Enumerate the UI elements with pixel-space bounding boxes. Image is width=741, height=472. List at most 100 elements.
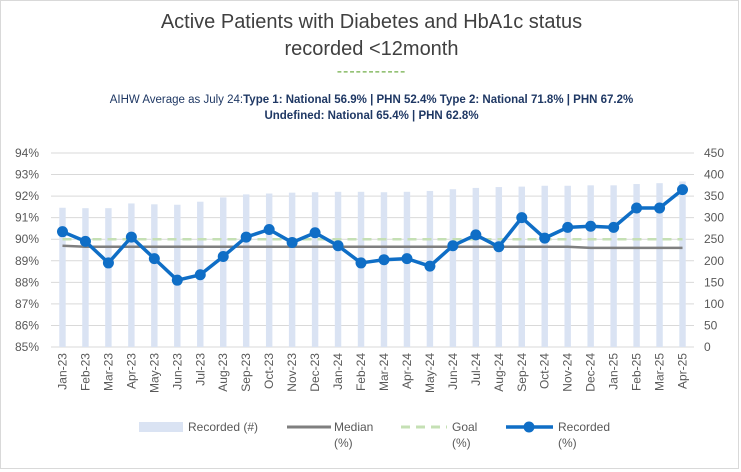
x-axis-tick-label: Sep-24 [515,353,529,392]
x-axis-tick-label: Feb-23 [78,353,92,391]
x-axis-tick-label: Dec-24 [584,353,598,392]
point-recorded-percent [401,253,413,265]
aihw-note-line-1: AIHW Average as July 24:Type 1: National… [1,94,741,106]
x-axis-tick-label: Jan-24 [331,353,345,390]
point-recorded-percent [148,253,160,265]
legend-swatch-recorded-count [139,422,183,432]
x-axis-tick-label: Apr-25 [676,353,690,389]
bar-recorded-count [105,208,112,347]
x-axis-tick-label: Oct-23 [262,353,276,389]
point-recorded-percent [56,226,68,238]
bar-recorded-count [541,185,548,347]
legend-swatch-recorded-percent-marker [523,421,535,433]
left-axis-tick-label: 89% [15,254,39,268]
x-axis-tick-label: Apr-24 [400,353,414,389]
left-axis-tick-label: 92% [15,189,39,203]
x-axis-tick-label: Mar-24 [377,353,391,391]
point-recorded-percent [585,220,597,232]
bar-recorded-count [380,192,388,347]
point-recorded-percent [217,250,229,262]
legend-label-goal: Goal [452,420,477,434]
legend-label-median: Median [334,420,373,434]
point-recorded-percent [447,240,459,252]
x-axis-tick-label: Jan-25 [607,353,621,390]
title-divider: ----------- [336,63,407,80]
point-recorded-percent [263,224,275,236]
x-axis-tick-label: Mar-23 [101,353,115,391]
legend-label-recorded-percent-unit: (%) [558,436,577,450]
bar-recorded-count [495,187,503,347]
point-recorded-percent [171,274,183,286]
left-axis-tick-label: 90% [15,232,39,246]
right-axis-tick-label: 150 [704,275,724,289]
point-recorded-percent [516,212,528,224]
x-axis-tick-label: Nov-24 [561,353,575,392]
legend-label-median-unit: (%) [334,436,353,450]
bar-recorded-count [265,193,273,347]
point-recorded-percent [562,221,574,233]
legend-label-recorded-percent: Recorded [558,420,610,434]
bar-recorded-count [220,197,227,347]
point-recorded-percent [493,241,505,253]
left-axis-tick-label: 87% [15,297,39,311]
point-recorded-percent [470,229,482,241]
point-recorded-percent [608,221,620,233]
x-axis-tick-label: Aug-23 [216,353,230,392]
chart-title-line-1: Active Patients with Diabetes and HbA1c … [160,11,583,33]
bar-recorded-count [59,207,66,347]
point-recorded-percent [79,235,91,247]
point-recorded-percent [194,269,206,281]
bar-recorded-count [288,192,296,347]
x-axis-tick-label: Jul-23 [193,353,207,386]
bar-recorded-count [472,187,480,347]
point-recorded-percent [424,260,436,272]
point-recorded-percent [125,231,137,243]
bar-recorded-count [357,191,365,347]
left-axis-tick-label: 93% [15,168,39,182]
x-axis-tick-label: May-23 [147,353,161,393]
bar-recorded-count [610,185,617,347]
aihw-note-lead: AIHW Average as July 24: [109,94,244,106]
bar-recorded-count [151,204,158,347]
x-axis-tick-label: Oct-24 [538,353,552,389]
bar-recorded-count [334,191,342,347]
point-recorded-percent [378,254,390,266]
left-axis-tick-label: 91% [15,211,39,225]
left-axis-tick-label: 85% [15,340,39,354]
x-axis-tick-label: Apr-23 [124,353,138,389]
bar-recorded-count [656,183,663,347]
bar-recorded-count [82,208,89,347]
right-axis-tick-label: 50 [704,318,718,332]
x-axis-tick-label: Feb-25 [630,353,644,391]
bar-recorded-count [679,181,686,347]
bar-recorded-count [633,184,640,347]
point-recorded-percent [309,227,321,239]
left-axis-tick-label: 86% [15,318,39,332]
right-axis-tick-label: 300 [704,211,724,225]
x-axis-tick-label: Jun-23 [170,353,184,390]
x-axis-tick-label: Mar-25 [653,353,667,391]
x-axis-tick-label: Jan-23 [55,353,69,390]
point-recorded-percent [286,236,298,248]
x-axis-tick-label: Aug-24 [492,353,506,392]
right-axis-tick-label: 250 [704,232,724,246]
x-axis-tick-label: Feb-24 [354,353,368,391]
right-axis-tick-label: 200 [704,254,724,268]
bar-recorded-count [587,185,594,347]
x-axis-tick-label: May-24 [423,353,437,393]
point-recorded-percent [332,240,344,252]
right-axis-tick-label: 400 [704,168,724,182]
x-axis-tick-label: Dec-23 [308,353,322,392]
series-line-recorded-percent [61,188,684,282]
point-recorded-percent [539,232,551,244]
aihw-note-line-2: Undefined: National 65.4% | PHN 62.8% [264,110,479,122]
right-axis-tick-label: 100 [704,297,724,311]
right-axis-tick-label: 450 [704,146,724,160]
right-axis-tick-label: 350 [704,189,724,203]
bar-recorded-count [311,192,319,347]
point-recorded-percent [631,202,643,214]
x-axis-tick-label: Jun-24 [446,353,460,390]
bar-recorded-count [518,186,525,347]
bar-recorded-count [242,194,250,347]
